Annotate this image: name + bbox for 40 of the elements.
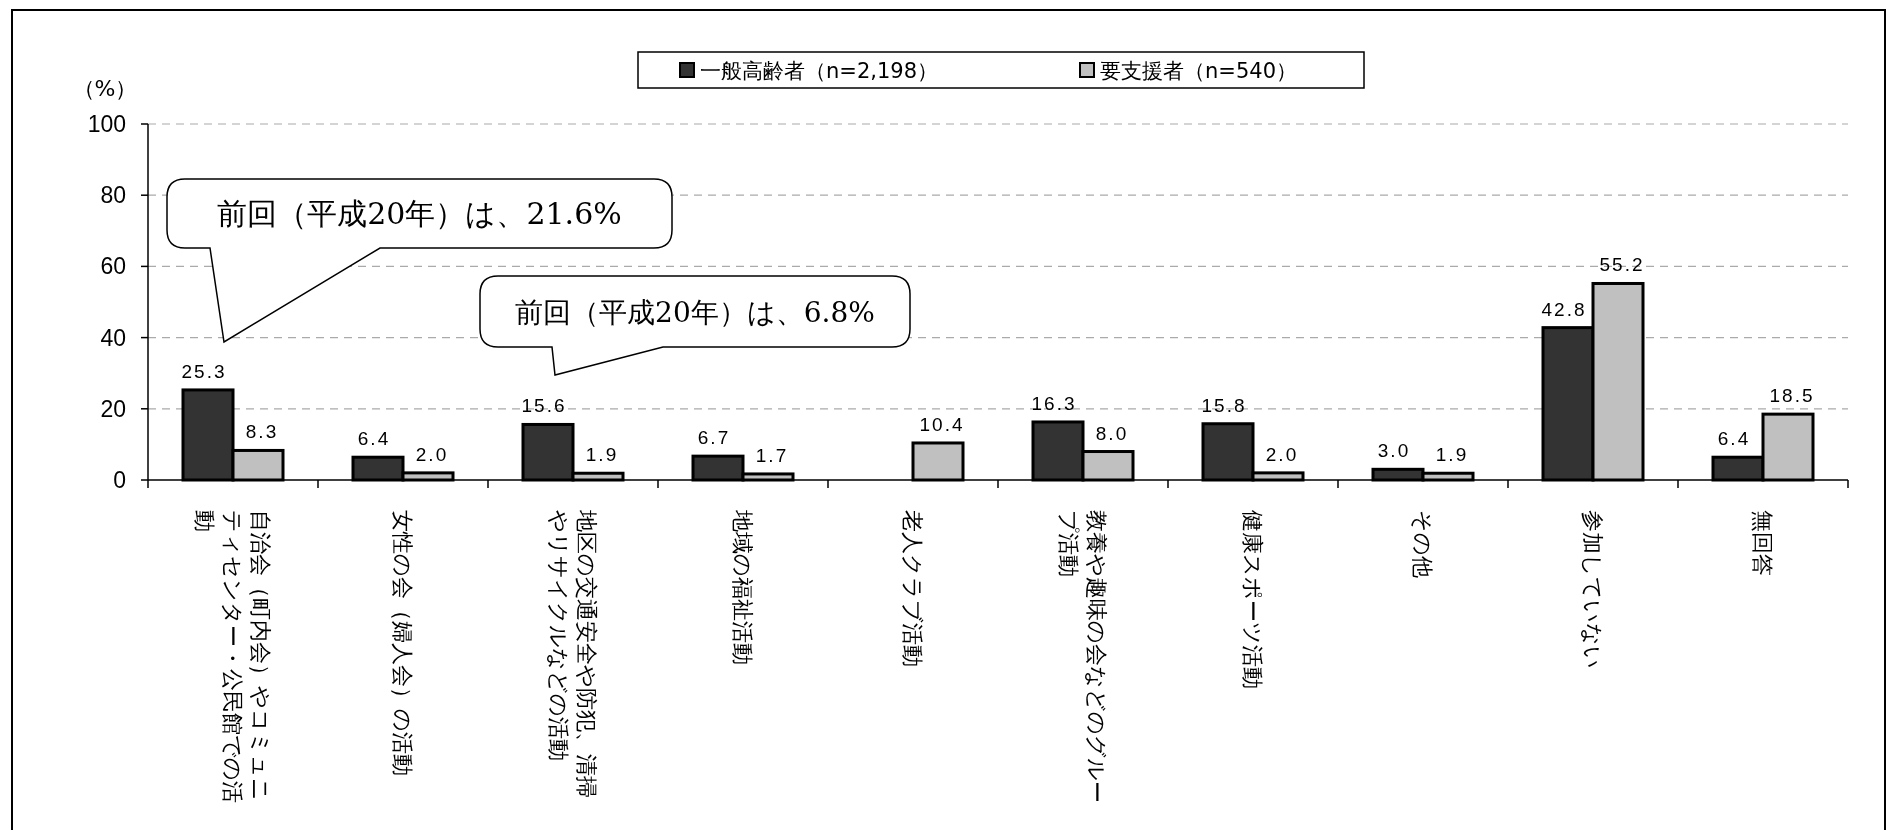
y-axis-title: （%） (72, 76, 138, 101)
x-tick-label: 女性の会（婦人会）の活動 (390, 510, 415, 776)
x-tick-label: その他 (1410, 510, 1435, 578)
annotation: 前回（平成20年）は、6.8% (515, 295, 875, 329)
data-label: 2.0 (415, 443, 449, 465)
data-label: 1.9 (1435, 444, 1469, 466)
data-label: 55.2 (1599, 254, 1645, 276)
data-label: 42.8 (1541, 298, 1587, 320)
x-tick-label: 教養や趣味の会などのグループ活動 (1056, 510, 1109, 803)
y-tick-label: 0 (113, 467, 126, 493)
data-label: 2.0 (1265, 443, 1299, 465)
annotation: 前回（平成20年）は、21.6% (217, 196, 622, 232)
x-tick-label: 無回答 (1750, 510, 1775, 576)
data-label: 15.8 (1201, 394, 1247, 416)
y-tick-label: 20 (100, 395, 126, 422)
data-label: 6.7 (697, 427, 731, 449)
x-tick-label: 老人クラブ活動 (900, 510, 925, 667)
data-label: 10.4 (919, 413, 965, 435)
data-label: 25.3 (181, 360, 227, 382)
data-label: 6.4 (357, 428, 391, 450)
x-tick-label: 健康スポーツ活動 (1240, 510, 1265, 689)
y-tick-label: 60 (100, 253, 126, 280)
x-tick-label: 地域の福祉活動 (730, 509, 755, 665)
y-tick-label: 40 (100, 324, 126, 351)
y-tick-label: 100 (87, 111, 126, 137)
data-label: 6.4 (1717, 428, 1751, 450)
y-tick-label: 80 (100, 182, 126, 209)
data-label: 8.3 (245, 421, 279, 443)
data-label: 16.3 (1031, 392, 1077, 414)
legend-label: 要支援者（n=540） (1100, 59, 1297, 83)
data-label: 18.5 (1769, 385, 1815, 407)
data-label: 1.7 (755, 444, 789, 466)
x-tick-label: 自治会（町内会）やコミュニティセンター・公民館での活動 (192, 510, 273, 803)
data-label: 3.0 (1377, 440, 1411, 462)
x-tick-label: 参加していない (1580, 510, 1605, 669)
data-label: 8.0 (1095, 422, 1129, 444)
data-label: 1.9 (585, 444, 619, 466)
data-label: 15.6 (521, 395, 567, 417)
x-tick-label: 地区の交通安全や防犯、清掃やリサイクルなどの活動 (546, 509, 599, 798)
legend-label: 一般高齢者（n=2,198） (700, 59, 939, 83)
